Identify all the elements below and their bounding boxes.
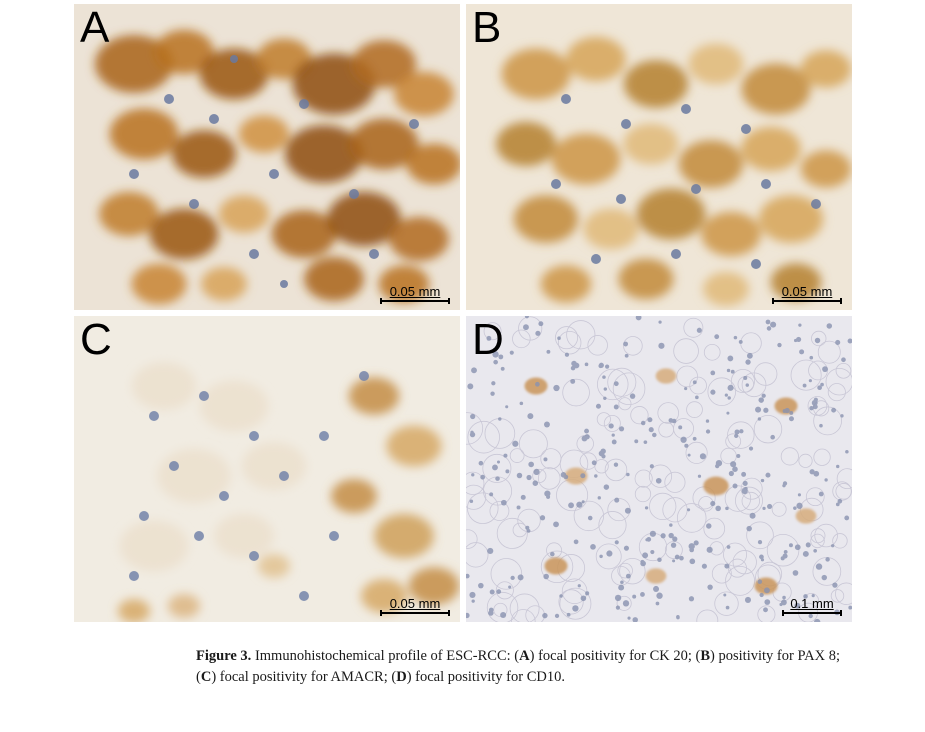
panel-label-A: A: [80, 6, 109, 50]
panel-D: D 0.1 mm: [466, 316, 852, 622]
panel-B: B 0.05 mm: [466, 4, 852, 310]
panel-B-image: [466, 4, 852, 310]
scale-line-D: [782, 612, 842, 614]
scale-line-A: [380, 300, 450, 302]
panel-grid: A 0.05 mm B 0.05 mm C 0.05 mm D 0.1 mm: [74, 4, 852, 622]
panel-D-image: [466, 316, 852, 622]
scale-bar-A: 0.05 mm: [380, 285, 450, 302]
scale-text-A: 0.05 mm: [390, 285, 441, 298]
scale-text-D: 0.1 mm: [790, 597, 833, 610]
panel-label-C: C: [80, 318, 112, 362]
scale-line-C: [380, 612, 450, 614]
panel-C-image: [74, 316, 460, 622]
scale-text-B: 0.05 mm: [782, 285, 833, 298]
caption-lead: Figure 3.: [196, 648, 251, 664]
figure-caption: Figure 3. Immunohistochemical profile of…: [74, 646, 852, 688]
panel-label-D: D: [472, 318, 504, 362]
scale-bar-D: 0.1 mm: [782, 597, 842, 614]
panel-A-image: [74, 4, 460, 310]
scale-bar-B: 0.05 mm: [772, 285, 842, 302]
scale-line-B: [772, 300, 842, 302]
scale-text-C: 0.05 mm: [390, 597, 441, 610]
panel-C: C 0.05 mm: [74, 316, 460, 622]
scale-bar-C: 0.05 mm: [380, 597, 450, 614]
panel-A: A 0.05 mm: [74, 4, 460, 310]
panel-label-B: B: [472, 6, 501, 50]
figure-container: A 0.05 mm B 0.05 mm C 0.05 mm D 0.1 mm Figure 3…: [74, 4, 852, 688]
